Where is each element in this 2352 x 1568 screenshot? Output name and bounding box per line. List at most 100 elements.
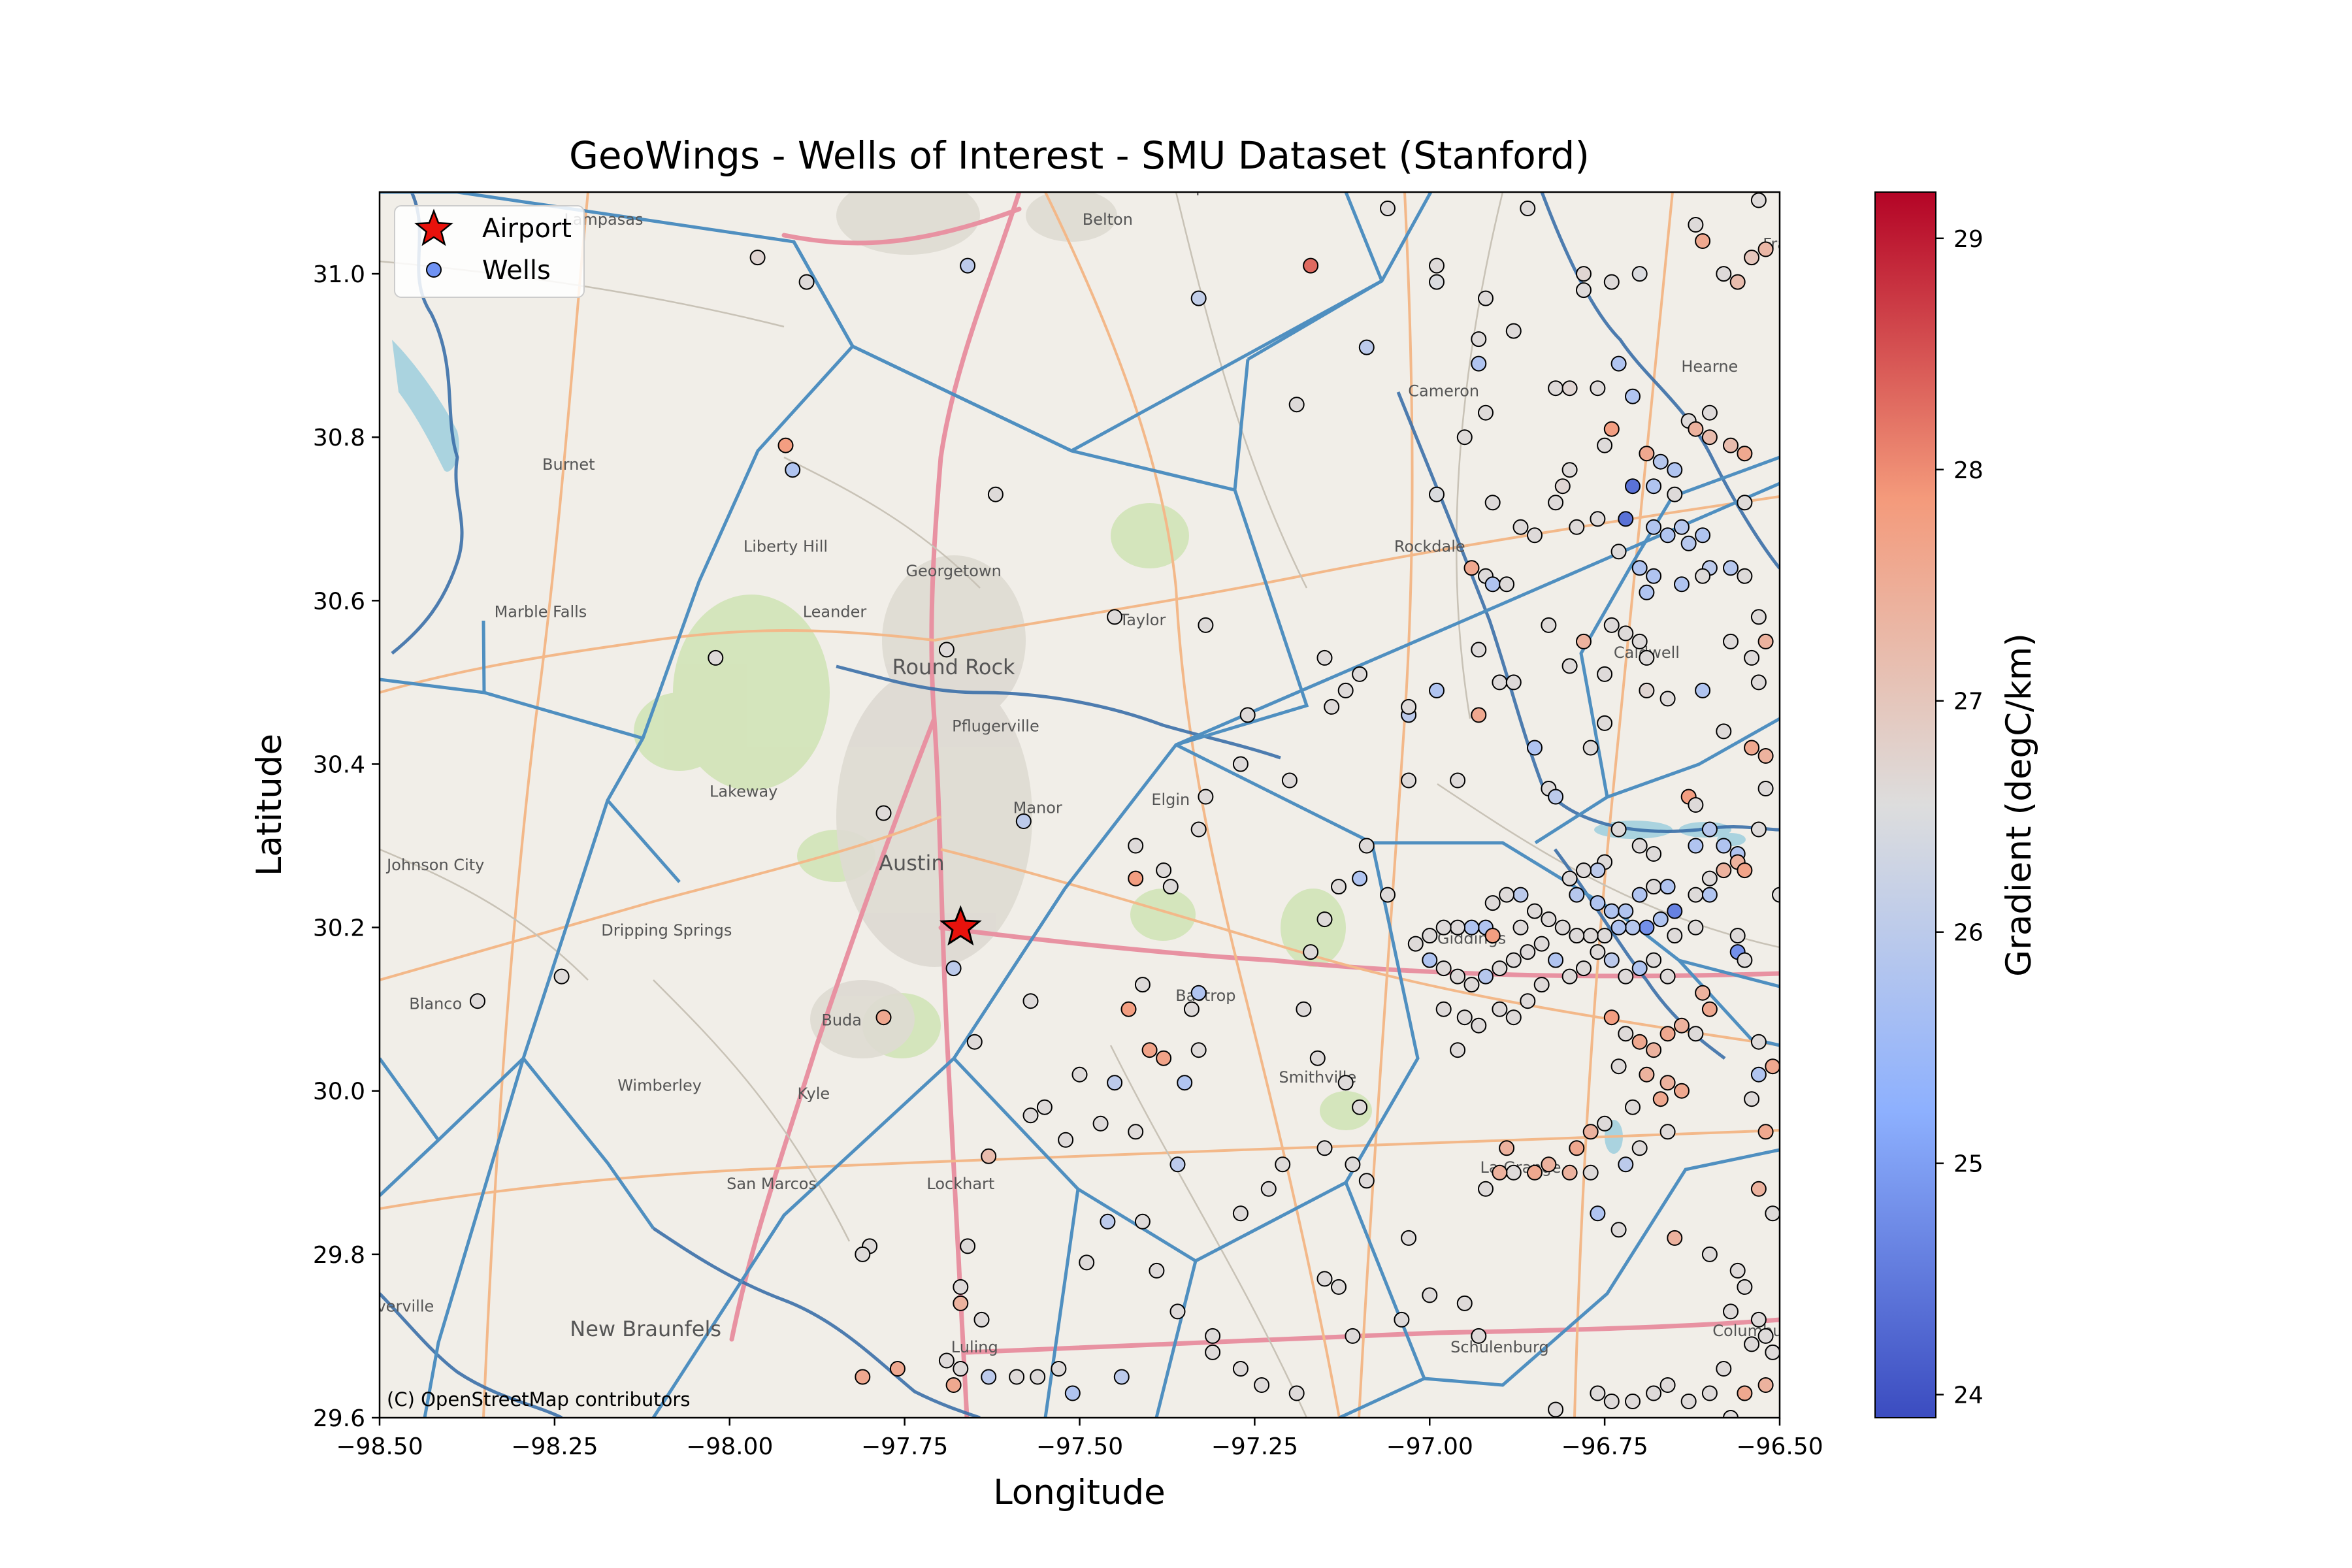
well-point xyxy=(1331,879,1347,895)
well-point xyxy=(1492,1164,1508,1181)
well-point xyxy=(1631,1034,1648,1050)
well-point xyxy=(1701,1001,1718,1017)
well-point xyxy=(1618,903,1634,919)
well-point xyxy=(1107,1075,1123,1091)
well-point xyxy=(1533,936,1550,952)
well-point xyxy=(1394,1311,1410,1328)
well-point xyxy=(1401,698,1417,715)
y-tick-label: 30.4 xyxy=(313,751,365,778)
place-label: Johnson City xyxy=(385,856,484,874)
well-point xyxy=(1674,576,1690,593)
well-point xyxy=(1639,446,1655,462)
well-point xyxy=(1254,1377,1270,1393)
well-point xyxy=(1548,1401,1564,1418)
map-attribution: (C) OpenStreetMap contributors xyxy=(387,1388,690,1411)
well-point xyxy=(1358,339,1375,355)
well-point xyxy=(1659,1075,1676,1091)
map-area[interactable]: TempleBeltonLampasasCameronHearneBurnetL… xyxy=(353,176,1825,1446)
well-point xyxy=(1492,674,1508,691)
well-point xyxy=(1548,495,1564,511)
well-point xyxy=(1701,429,1718,446)
place-label: Schulenburg xyxy=(1450,1338,1549,1356)
well-point xyxy=(981,1148,997,1164)
well-point xyxy=(1162,879,1179,895)
well-point xyxy=(1695,682,1711,698)
well-point xyxy=(1156,862,1172,879)
well-point xyxy=(1303,257,1319,274)
y-tick-label: 30.0 xyxy=(313,1079,365,1105)
well-point xyxy=(1744,1336,1760,1352)
well-point xyxy=(1205,1328,1221,1344)
well-point xyxy=(1618,1026,1634,1042)
well-point xyxy=(1071,1066,1088,1083)
colorbar-ticks: 24 25 26 27 28 29 xyxy=(1936,226,1984,1409)
well-point xyxy=(1625,478,1641,495)
well-point xyxy=(1667,486,1683,502)
well-point xyxy=(1533,977,1550,993)
highways xyxy=(729,192,1780,1418)
well-point xyxy=(1484,576,1501,593)
well-point xyxy=(1737,862,1753,879)
well-point xyxy=(875,1009,892,1026)
well-point xyxy=(1701,887,1718,903)
well-point xyxy=(1744,250,1760,266)
well-point xyxy=(1576,960,1592,977)
well-point xyxy=(1232,756,1249,772)
well-point xyxy=(1288,397,1305,413)
place-label: Taylor xyxy=(1119,611,1166,629)
chart-title: GeoWings - Wells of Interest - SMU Datas… xyxy=(569,133,1590,178)
well-point xyxy=(1169,1156,1186,1173)
well-point xyxy=(1183,1001,1200,1017)
place-label: Austin xyxy=(879,851,945,875)
well-point xyxy=(1603,421,1620,437)
well-point xyxy=(1478,1181,1494,1197)
well-point xyxy=(1316,1271,1333,1287)
well-point xyxy=(1597,928,1613,944)
well-point xyxy=(1582,1124,1599,1140)
well-point xyxy=(1674,1083,1690,1099)
well-point xyxy=(1092,1115,1109,1132)
well-point xyxy=(1079,1254,1095,1271)
well-point xyxy=(1478,968,1494,985)
well-point xyxy=(1471,331,1487,348)
well-point xyxy=(1337,1075,1354,1091)
x-tick-label: −98.25 xyxy=(511,1433,598,1460)
place-label: Liberty Hill xyxy=(743,537,828,555)
well-point xyxy=(1695,985,1711,1001)
place-label: Lakeway xyxy=(710,782,777,800)
well-point xyxy=(1590,511,1606,527)
well-point xyxy=(1576,266,1592,282)
place-label: New Braunfels xyxy=(570,1316,721,1341)
well-point xyxy=(1646,952,1662,968)
well-point xyxy=(1737,1279,1753,1295)
well-point xyxy=(1659,968,1676,985)
legend: Airport Wells xyxy=(394,205,585,298)
well-point xyxy=(1603,1394,1620,1409)
well-point xyxy=(1527,527,1543,544)
well-point xyxy=(1688,797,1704,813)
well-point xyxy=(1471,355,1487,372)
place-label: Kyle xyxy=(798,1085,830,1103)
well-point xyxy=(1729,274,1746,290)
well-point xyxy=(1772,887,1780,903)
place-label: Marble Falls xyxy=(495,602,587,621)
well-point xyxy=(1492,1001,1508,1017)
well-point xyxy=(1484,495,1501,511)
colorbar-tick-label: 28 xyxy=(1953,457,1984,484)
well-point xyxy=(953,1279,969,1295)
well-point xyxy=(1597,666,1613,682)
well-point xyxy=(1576,862,1592,879)
well-point xyxy=(1429,257,1445,274)
well-point xyxy=(1723,560,1739,576)
well-point xyxy=(1765,1058,1780,1075)
well-point xyxy=(1499,887,1515,903)
y-tick-label: 30.8 xyxy=(313,425,365,451)
well-point xyxy=(1688,838,1704,854)
well-point xyxy=(1422,1287,1438,1303)
well-point xyxy=(953,1295,969,1311)
place-label: Round Rock xyxy=(892,655,1015,679)
well-point xyxy=(938,1352,955,1369)
well-point xyxy=(1646,568,1662,584)
well-point xyxy=(1646,478,1662,495)
well-point xyxy=(1471,1017,1487,1034)
